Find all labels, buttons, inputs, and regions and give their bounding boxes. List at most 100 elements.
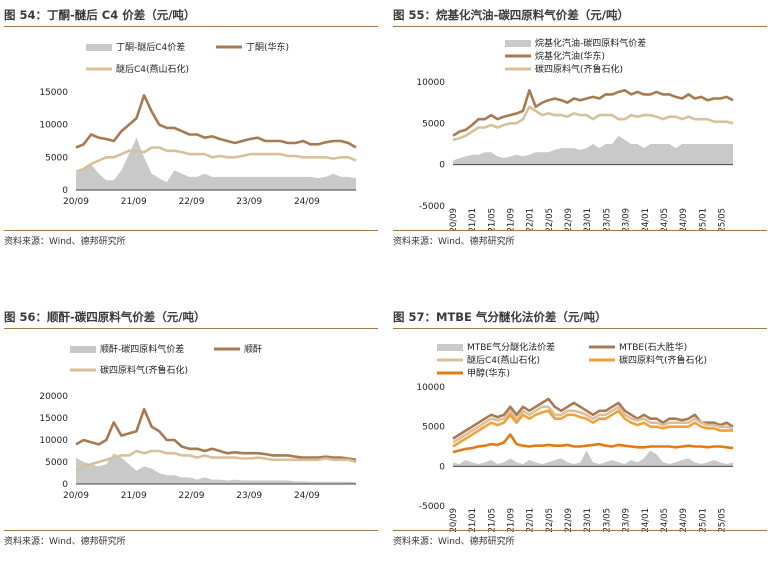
- legend-label: 烷基化汽油-碳四原料气价差: [535, 37, 646, 49]
- y-tick-label: 20000: [39, 392, 68, 402]
- legend-swatch: [70, 346, 96, 353]
- x-tick-label: 21/01: [468, 208, 478, 230]
- series-area: [453, 450, 733, 467]
- x-tick-label: 24/05: [660, 508, 670, 532]
- x-tick-label: 24/09: [294, 491, 320, 501]
- x-tick-label: 20/09: [449, 508, 459, 532]
- series-area: [453, 135, 733, 165]
- chart-title: 图 56：顺酐-碳四原料气价差（元/吨）: [4, 306, 378, 329]
- chart-panel-55: 图 55：烷基化汽油-碳四原料气价差（元/吨） 10000 5000 0 -5000 2…: [393, 4, 767, 264]
- y-tick-label: 10000: [39, 436, 68, 446]
- y-tick-label: 10000: [416, 78, 445, 88]
- series-line: [452, 88, 734, 137]
- legend-label: MTBE(石大胜华): [619, 341, 687, 353]
- y-tick-label: -5000: [419, 502, 445, 512]
- chart-panel-57: 图 57：MTBE 气分醚化法价差（元/吨） 10000 5000 0 -5000 20…: [393, 306, 767, 566]
- chart-54: 15000 10000 5000 020/09 21/09 22/09 23/09 24/09…: [39, 41, 357, 207]
- x-tick-label: 24/09: [294, 197, 320, 207]
- x-tick-label: 22/05: [545, 208, 555, 230]
- series-line: [75, 449, 357, 472]
- y-tick-label: 15000: [39, 88, 68, 98]
- legend-label: 醚后C4(燕山石化): [467, 354, 540, 366]
- x-tick-label: 23/09: [622, 508, 632, 532]
- x-tick-label: 23/09: [236, 197, 262, 207]
- legend-label: 醚后C4(燕山石化): [116, 63, 189, 75]
- legend-label: 碳四原料气(齐鲁石化): [535, 63, 623, 75]
- legend-swatch: [505, 40, 531, 47]
- x-tick-label: 22/01: [526, 208, 536, 230]
- x-tick-label: 20/09: [63, 491, 89, 501]
- x-tick-label: 21/09: [507, 208, 517, 230]
- x-tick-label: 21/05: [487, 508, 497, 532]
- y-tick-label: 5000: [422, 423, 445, 433]
- legend-label: 顺酐: [244, 344, 262, 355]
- chart-title: 图 54：丁酮-醚后 C4 价差（元/吨）: [4, 4, 378, 27]
- x-tick-label: 21/09: [121, 197, 147, 207]
- chart-panel-56: 图 56：顺酐-碳四原料气价差（元/吨） 20000 15000 10000 5000…: [4, 306, 378, 566]
- legend-label: 丁酮(华东): [246, 41, 289, 53]
- chart-57: 10000 5000 0 -5000 20/09 21/01 21/05 21/09 22/01…: [416, 341, 734, 532]
- x-tick-label: 23/09: [622, 208, 632, 230]
- x-tick-label: 25/05: [717, 508, 727, 532]
- legend-label: 碳四原料气(齐鲁石化): [100, 364, 188, 376]
- x-tick-label: 22/09: [178, 197, 204, 207]
- x-tick-label: 23/05: [602, 208, 612, 230]
- x-tick-label: 22/01: [526, 508, 536, 532]
- legend-label: 丁酮-醚后C4价差: [116, 41, 185, 53]
- x-tick-label: 20/09: [63, 197, 89, 207]
- series-area: [76, 453, 356, 484]
- x-tick-label: 20/09: [449, 208, 459, 230]
- legend-label: MTBE气分醚化法价差: [467, 341, 555, 353]
- series-line: [452, 409, 733, 448]
- series-line: [75, 407, 357, 462]
- legend-label: 烷基化汽油(华东): [535, 50, 605, 62]
- y-tick-label: 0: [439, 161, 445, 171]
- x-tick-label: 22/09: [178, 491, 204, 501]
- x-tick-label: 23/01: [583, 508, 593, 532]
- series-line: [452, 433, 734, 454]
- series-area: [76, 137, 356, 190]
- chart-title: 图 57：MTBE 气分醚化法价差（元/吨）: [393, 306, 767, 329]
- y-tick-label: 5000: [45, 458, 68, 468]
- x-tick-label: 24/01: [641, 508, 651, 532]
- y-tick-label: 10000: [39, 121, 68, 131]
- x-tick-label: 22/09: [564, 208, 574, 230]
- chart-56: 20000 15000 10000 5000 020/09 21/09 22/09 23/09…: [39, 343, 357, 501]
- x-tick-label: 23/05: [602, 508, 612, 532]
- y-tick-label: 15000: [39, 414, 68, 424]
- x-tick-label: 21/09: [507, 508, 517, 532]
- x-tick-label: 21/09: [121, 491, 147, 501]
- x-tick-label: 25/01: [698, 508, 708, 532]
- chart-panel-54: 图 54：丁酮-醚后 C4 价差（元/吨） 15000 10000 5000 0 20/…: [4, 4, 378, 264]
- x-tick-label: 24/09: [679, 208, 689, 230]
- y-tick-label: 10000: [416, 383, 445, 393]
- y-tick-label: 5000: [45, 153, 68, 163]
- series-line: [75, 94, 357, 149]
- legend-swatch: [86, 44, 112, 51]
- x-tick-label: 23/09: [236, 491, 262, 501]
- x-tick-label: 21/01: [468, 508, 478, 532]
- legend-label: 顺酐-碳四原料气价差: [100, 343, 184, 355]
- x-tick-label: 25/05: [717, 208, 727, 230]
- series-line: [452, 397, 734, 440]
- x-tick-label: 24/09: [679, 508, 689, 532]
- y-tick-label: -5000: [419, 202, 445, 212]
- legend-label: 甲醇(华东): [467, 367, 510, 379]
- y-tick-label: 0: [62, 186, 68, 196]
- x-tick-label: 24/01: [641, 208, 651, 230]
- chart-55: 10000 5000 0 -5000 20/09 21/01 21/05 21/09 22/01…: [416, 37, 734, 230]
- chart-title: 图 55：烷基化汽油-碳四原料气价差（元/吨）: [393, 4, 767, 27]
- x-tick-label: 21/05: [487, 208, 497, 230]
- legend-label: 碳四原料气(齐鲁石化): [619, 354, 707, 366]
- series-line: [452, 405, 734, 444]
- x-tick-label: 22/05: [545, 508, 555, 532]
- y-tick-label: 0: [439, 462, 445, 472]
- x-tick-label: 22/09: [564, 508, 574, 532]
- legend-swatch: [437, 344, 463, 351]
- y-tick-label: 0: [62, 480, 68, 490]
- series-line: [75, 146, 357, 173]
- chart-source: 资料来源：Wind、德邦研究所: [4, 230, 378, 247]
- y-tick-label: 5000: [422, 119, 445, 129]
- chart-source: 资料来源：Wind、德邦研究所: [393, 530, 767, 547]
- series-line: [452, 105, 734, 142]
